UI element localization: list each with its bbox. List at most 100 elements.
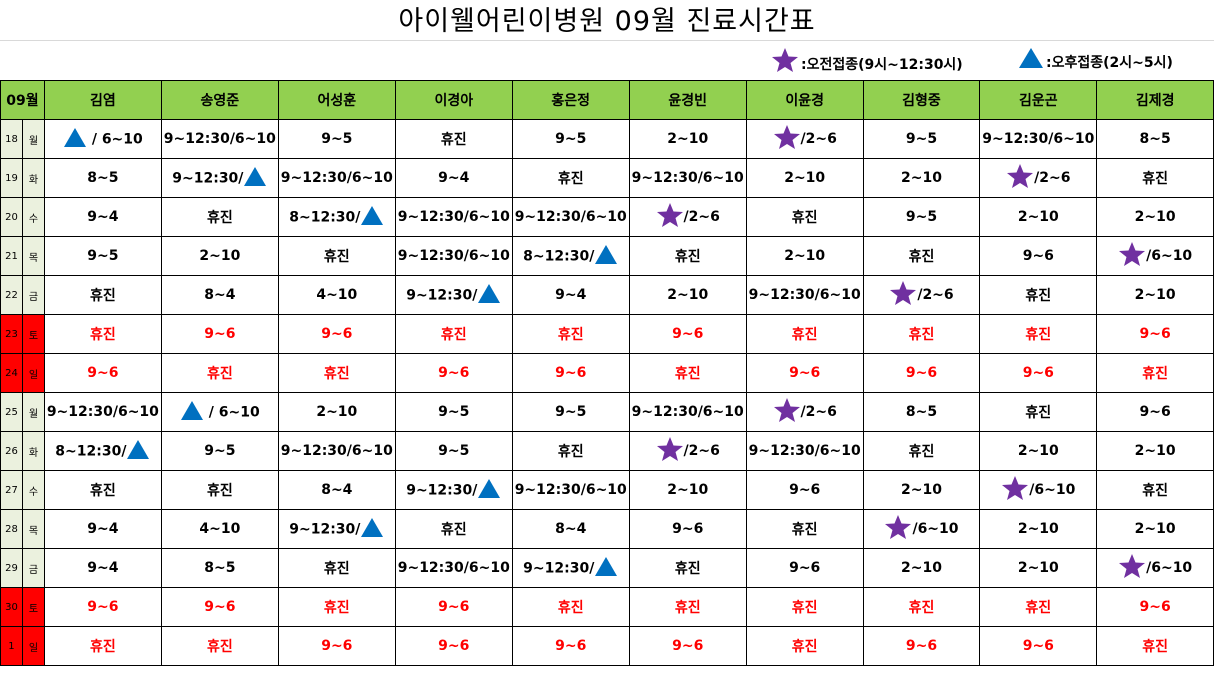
hours-text: /2~6 [683,209,720,225]
schedule-cell: 휴진 [511,431,630,471]
hours-text: 2~10 [784,248,826,264]
triangle-icon [477,283,501,308]
hours-text: 9~5 [438,443,470,459]
hours-text: 9~6 [555,638,587,654]
hours-text: 2~10 [667,287,709,303]
schedule-cell: 9~6 [628,626,747,666]
schedule-cell: 9~4 [43,548,162,588]
hours-text: 휴진 [557,600,584,616]
hours-text: 휴진 [1025,288,1052,304]
table-row: 25 월 9~12:30/6~10 / 6~10 2~10 9~5 9~5 9~12:30/… [0,392,1214,432]
hours-text: 9~12:30/6~10 [748,287,861,303]
table-row: 24 일 9~6 휴진 휴진 9~6 9~6 휴진 9~6 9~6 9~6 휴진 [0,353,1214,393]
hours-text: 4~10 [199,521,241,537]
schedule-cell: 9~6 [511,353,630,393]
schedule-cell: /2~6 [745,392,864,432]
schedule-cell: 휴진 [511,587,630,627]
schedule-cell: 9~6 [628,314,747,354]
schedule-cell: 휴진 [160,197,279,237]
triangle-icon [360,205,384,230]
schedule-cell: 9~5 [862,119,981,159]
hours-text: 9~4 [87,560,119,576]
table-row: 21 목 9~5 2~10 휴진 9~12:30/6~10 8~12:30/휴진 2~10 휴진… [0,236,1214,276]
hours-text: 휴진 [206,210,233,226]
schedule-cell: 휴진 [511,314,630,354]
schedule-cell: 2~10 [979,548,1098,588]
schedule-cell: 휴진 [745,587,864,627]
star-icon [889,280,917,310]
day-of-week: 화 [21,431,45,471]
schedule-cell: 휴진 [862,587,981,627]
schedule-cell: 9~6 [1096,392,1214,432]
hours-text: 2~10 [1017,560,1059,576]
schedule-cell: 2~10 [979,197,1098,237]
hours-text: 9~6 [1139,404,1171,420]
schedule-cell: 9~6 [1096,587,1214,627]
hours-text: 2~10 [1017,521,1059,537]
schedule-cell: 9~6 [277,626,396,666]
schedule-cell: 9~12:30/6~10 [511,197,630,237]
schedule-cell: 2~10 [979,509,1098,549]
schedule-cell: 휴진 [394,509,513,549]
hours-text: 휴진 [323,249,350,265]
hours-text: 9~5 [321,131,353,147]
doctor-header: 홍은정 [511,80,630,120]
hours-text: 9~12:30/6~10 [514,209,627,225]
table-row: 30 토 9~6 9~6 휴진 9~6 휴진 휴진 휴진 휴진 휴진 9~6 [0,587,1214,627]
schedule-cell: 휴진 [160,626,279,666]
triangle-icon [594,556,618,581]
hours-text: 휴진 [323,561,350,577]
schedule-cell: 9~4 [43,197,162,237]
day-of-week: 수 [21,197,45,237]
triangle-icon [1018,47,1046,78]
hours-text: 휴진 [908,327,935,343]
schedule-cell: 9~6 [1096,314,1214,354]
schedule-cell: 2~10 [277,392,396,432]
schedule-cell: 2~10 [862,548,981,588]
hours-text: 9~6 [1022,638,1054,654]
hours-text: 2~10 [1134,443,1176,459]
hours-text: 휴진 [791,600,818,616]
schedule-cell: 휴진 [1096,353,1214,393]
hours-text: /2~6 [1034,170,1071,186]
doctor-header: 이윤경 [745,80,864,120]
hours-text: 휴진 [557,327,584,343]
schedule-cell: 9~6 [43,587,162,627]
schedule-cell: /2~6 [628,197,747,237]
day-number: 26 [0,431,23,471]
hours-text: 9~12:30/6~10 [631,404,744,420]
hours-text: 9~12:30/6~10 [163,131,276,147]
schedule-cell: 9~6 [394,626,513,666]
day-number: 25 [0,392,23,432]
hours-text: 9~6 [789,482,821,498]
schedule-cell: 휴진 [394,314,513,354]
hours-text: 9~12:30/ [523,560,595,576]
hours-text: 9~6 [905,365,938,381]
hours-text: 휴진 [1025,405,1052,421]
schedule-cell: 9~12:30/6~10 [745,275,864,315]
hours-text: 9~6 [438,599,470,615]
schedule-cell: 9~12:30/ [277,509,396,549]
hours-text: 9~6 [1139,326,1171,342]
schedule-cell: 2~10 [1096,197,1214,237]
schedule-cell: 휴진 [43,626,162,666]
hours-text: 9~4 [87,209,119,225]
star-icon [1001,475,1029,505]
day-number: 28 [0,509,23,549]
schedule-cell: 9~5 [160,431,279,471]
day-number: 30 [0,587,23,627]
doctor-header: 김염 [43,80,162,120]
hours-text: 8~5 [905,404,938,420]
hours-text: 2~10 [667,482,709,498]
table-row: 28 목 9~4 4~10 9~12:30/휴진 8~4 9~6 휴진/6~10 2~10 2~1… [0,509,1214,549]
triangle-icon [126,439,150,464]
hours-text: 9~12:30/ [172,170,244,186]
schedule-cell: 9~12:30/6~10 [394,236,513,276]
schedule-cell: 9~6 [43,353,162,393]
schedule-cell: 9~12:30/6~10 [394,548,513,588]
hours-text: 휴진 [557,444,584,460]
legend: :오전접종(9시~12:30시) :오후접종(2시~5시) [0,40,1214,81]
schedule-cell: 8~5 [1096,119,1214,159]
schedule-cell: 9~12:30/ [394,275,513,315]
table-row: 26 화 8~12:30/9~5 9~12:30/6~10 9~5 휴진/2~6 9~12:… [0,431,1214,471]
